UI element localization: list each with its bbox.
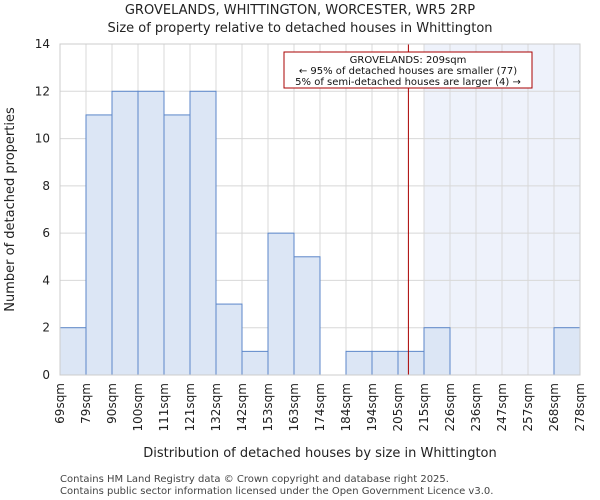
x-tick-label: 205sqm: [391, 383, 405, 431]
bar: [241, 350, 269, 376]
bar: [163, 114, 191, 376]
x-tick-label: 184sqm: [339, 383, 353, 431]
x-tick-label: 194sqm: [365, 383, 379, 431]
footer-line-1: Contains HM Land Registry data © Crown c…: [60, 474, 449, 485]
y-axis-ticks: 0 2 4 6 8 10 12 14: [35, 37, 50, 382]
x-tick-label: 111sqm: [157, 383, 171, 431]
y-axis-title: Number of detached properties: [3, 107, 18, 312]
y-tick-label: 8: [42, 179, 50, 193]
annotation-line-2: ← 95% of detached houses are smaller (77…: [299, 66, 517, 77]
y-tick-label: 12: [35, 84, 50, 98]
bar: [189, 90, 217, 376]
annotation-box: GROVELANDS: 209sqm ← 95% of detached hou…: [283, 51, 533, 89]
x-axis-ticks: 69sqm 79sqm 90sqm 100sqm 111sqm 121sqm 132sqm 1…: [53, 383, 587, 431]
bar: [345, 350, 373, 376]
bar: [215, 303, 243, 376]
y-tick-label: 10: [35, 132, 50, 146]
y-tick-label: 2: [42, 321, 50, 335]
bar: [423, 327, 451, 376]
bars: [59, 90, 581, 376]
x-tick-label: 268sqm: [547, 383, 561, 431]
y-tick-label: 4: [42, 273, 50, 287]
bar: [267, 232, 295, 376]
x-tick-label: 79sqm: [79, 383, 93, 424]
x-tick-label: 174sqm: [313, 383, 327, 431]
annotation-border: [283, 51, 533, 89]
chart-subtitle: Size of property relative to detached ho…: [107, 21, 492, 36]
bar: [553, 327, 581, 376]
x-tick-label: 247sqm: [495, 383, 509, 431]
bar: [111, 90, 139, 376]
plot-frame: [59, 43, 581, 376]
x-tick-label: 236sqm: [469, 383, 483, 431]
bar: [59, 327, 87, 376]
x-tick-label: 100sqm: [131, 383, 145, 431]
x-tick-label: 163sqm: [287, 383, 301, 431]
x-tick-label: 226sqm: [443, 383, 457, 431]
annotation-line-3: 5% of semi-detached houses are larger (4…: [295, 77, 521, 88]
bar: [293, 256, 321, 376]
footer-line-2: Contains public sector information licen…: [60, 486, 493, 497]
bar: [85, 114, 113, 376]
y-tick-label: 14: [35, 37, 50, 51]
x-tick-label: 121sqm: [183, 383, 197, 431]
bar: [137, 90, 165, 376]
x-axis-title: Distribution of detached houses by size …: [143, 446, 497, 461]
x-tick-label: 142sqm: [235, 383, 249, 431]
y-tick-label: 6: [42, 226, 50, 240]
bar: [371, 350, 399, 376]
x-tick-label: 153sqm: [261, 383, 275, 431]
x-tick-label: 257sqm: [521, 383, 535, 431]
annotation-line-1: GROVELANDS: 209sqm: [350, 55, 467, 66]
x-tick-label: 278sqm: [573, 383, 587, 431]
y-tick-label: 0: [42, 368, 50, 382]
x-tick-label: 69sqm: [53, 383, 67, 424]
x-tick-label: 90sqm: [105, 383, 119, 424]
chart-title: GROVELANDS, WHITTINGTON, WORCESTER, WR5 …: [125, 3, 475, 18]
bar: [397, 350, 425, 376]
x-tick-label: 215sqm: [417, 383, 431, 431]
x-tick-label: 132sqm: [209, 383, 223, 431]
